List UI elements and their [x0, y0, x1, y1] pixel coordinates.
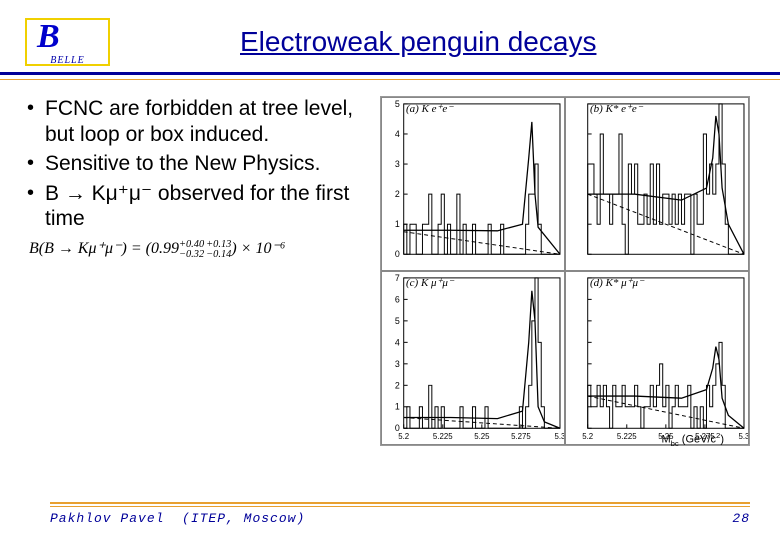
title-row: B BELLE Electroweak penguin decays	[0, 0, 780, 75]
footer-rule	[50, 502, 750, 504]
chart-grid: (a) K e⁺e⁻ 012345 (b) K* e⁺e⁻ (c) K μ⁺μ⁻…	[380, 96, 750, 446]
chart-panel-b: (b) K* e⁺e⁻	[565, 97, 749, 271]
belle-logo: B BELLE	[25, 18, 110, 66]
svg-text:5.275: 5.275	[511, 432, 531, 441]
content-area: FCNC are forbidden at tree level, but lo…	[0, 88, 780, 446]
svg-text:1: 1	[395, 402, 400, 412]
svg-text:4: 4	[395, 337, 400, 347]
footer: Pakhlov Pavel (ITEP, Moscow) 28	[0, 498, 780, 526]
svg-text:6: 6	[395, 294, 400, 304]
svg-text:5.2: 5.2	[582, 432, 593, 441]
svg-text:5.2: 5.2	[398, 432, 409, 441]
chart-panel-c: (c) K μ⁺μ⁻ 012345675.25.2255.255.2755.3	[381, 271, 565, 445]
svg-text:2: 2	[395, 189, 400, 199]
bullet-list: FCNC are forbidden at tree level, but lo…	[25, 96, 380, 446]
svg-text:5.225: 5.225	[433, 432, 453, 441]
branching-ratio-formula: B(B → Kμ⁺μ⁻) = (0.99+0.40−0.32+0.13−0.14…	[25, 238, 372, 258]
svg-text:1: 1	[395, 219, 400, 229]
footer-rule	[50, 506, 750, 507]
svg-text:5.225: 5.225	[617, 432, 637, 441]
chart-panel-a: (a) K e⁺e⁻ 012345	[381, 97, 565, 271]
svg-text:3: 3	[395, 359, 400, 369]
svg-text:7: 7	[395, 273, 400, 283]
svg-text:4: 4	[395, 129, 400, 139]
x-axis-label: Mbc (GeV/c2)	[661, 431, 724, 448]
bullet-item: FCNC are forbidden at tree level, but lo…	[25, 96, 372, 147]
page-number: 28	[732, 511, 750, 526]
svg-text:3: 3	[395, 159, 400, 169]
svg-text:5: 5	[395, 99, 400, 109]
chart-svg-b	[566, 98, 748, 270]
svg-text:5.3: 5.3	[555, 432, 564, 441]
chart-panel-d: (d) K* μ⁺μ⁻ 5.25.2255.255.2755.3	[565, 271, 749, 445]
bullet-item: B → Kμ⁺μ⁻ observed for the first time	[25, 181, 372, 232]
chart-svg-a: 0 1 2 3 4 5	[382, 98, 564, 270]
chart-grid-container: Entries / 2 MeV/c² (a) K e⁺e⁻ 012345 (b)…	[380, 96, 750, 446]
svg-text:2: 2	[395, 380, 400, 390]
logo-letter: B	[37, 18, 60, 56]
chart-svg-d: 5.25.2255.255.2755.3	[566, 272, 748, 444]
footer-author: Pakhlov Pavel (ITEP, Moscow)	[50, 511, 305, 526]
page-title: Electroweak penguin decays	[240, 26, 596, 58]
svg-text:5.3: 5.3	[739, 432, 748, 441]
svg-text:0: 0	[395, 249, 400, 259]
bullet-item: Sensitive to the New Physics.	[25, 151, 372, 177]
logo-text: BELLE	[27, 55, 108, 66]
svg-text:5.25: 5.25	[474, 432, 490, 441]
title-rule	[0, 79, 780, 80]
svg-text:5: 5	[395, 316, 400, 326]
chart-svg-c: 012345675.25.2255.255.2755.3	[382, 272, 564, 444]
